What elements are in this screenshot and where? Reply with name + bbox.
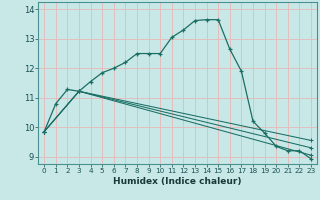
X-axis label: Humidex (Indice chaleur): Humidex (Indice chaleur) [113, 177, 242, 186]
